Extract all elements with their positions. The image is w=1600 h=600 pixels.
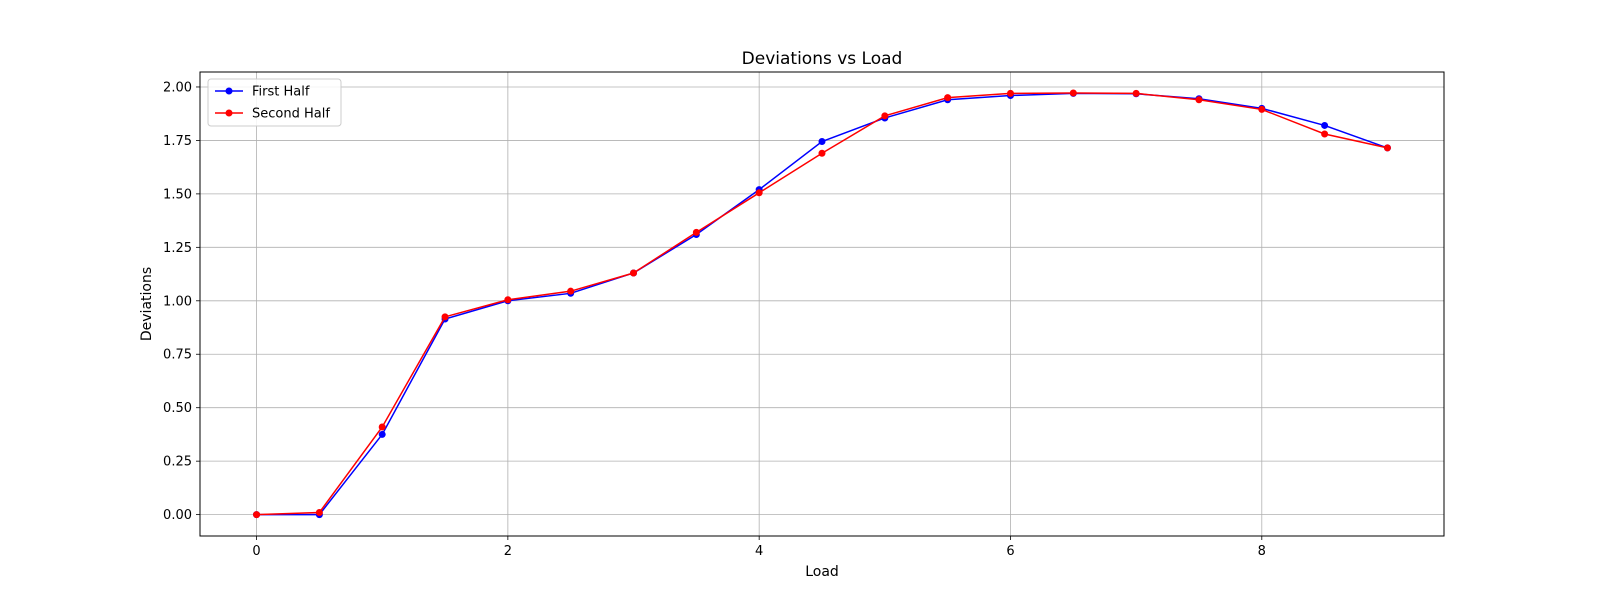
data-point-second-half: [1383, 144, 1391, 152]
y-tick-label: 2.00: [163, 80, 192, 95]
chart-title: Deviations vs Load: [742, 49, 903, 69]
x-tick-label: 6: [1006, 544, 1014, 559]
data-point-first-half: [1321, 121, 1329, 129]
legend-marker-first-half: [225, 87, 233, 95]
y-axis-label: Deviations: [139, 267, 155, 341]
data-point-second-half: [881, 112, 889, 120]
data-point-second-half: [315, 508, 323, 516]
data-point-second-half: [1195, 96, 1203, 104]
legend-marker-second-half: [225, 109, 233, 117]
legend-entry-first-half: First Half: [215, 85, 310, 100]
x-tick-label: 4: [755, 544, 763, 559]
x-axis-label: Load: [805, 564, 839, 580]
data-point-second-half: [1006, 89, 1014, 97]
data-point-second-half: [944, 94, 952, 102]
data-point-second-half: [1321, 130, 1329, 138]
y-tick-label: 0.75: [163, 348, 192, 363]
plot-frame: [199, 71, 1445, 537]
y-axis: 0.00 0.25 0.50 0.75 1.00 1.25 1.50 1.75 2.00: [163, 80, 200, 523]
y-tick-label: 0.50: [163, 401, 192, 416]
data-point-second-half: [630, 269, 638, 277]
data-point-first-half: [818, 137, 826, 145]
data-point-second-half: [1132, 89, 1140, 97]
legend-entry-second-half: Second Half: [215, 107, 330, 122]
data-point-second-half: [1069, 89, 1077, 97]
data-point-second-half: [692, 228, 700, 236]
y-tick-label: 0.25: [163, 455, 192, 470]
x-tick-label: 8: [1258, 544, 1266, 559]
x-tick-label: 2: [504, 544, 512, 559]
data-point-second-half: [818, 149, 826, 157]
legend-label-first-half: First Half: [252, 85, 310, 100]
y-tick-label: 1.25: [163, 241, 192, 256]
data-point-second-half: [504, 296, 512, 304]
data-point-second-half: [567, 287, 575, 295]
data-point-second-half: [441, 313, 449, 321]
legend: First Half Second Half: [207, 78, 342, 127]
x-axis: 0 2 4 6 8: [252, 536, 1266, 559]
series-layer: [253, 89, 1391, 519]
data-point-second-half: [1258, 105, 1266, 113]
y-tick-label: 1.00: [163, 294, 192, 309]
y-tick-label: 1.75: [163, 134, 192, 149]
data-point-first-half: [378, 430, 386, 438]
y-tick-label: 0.00: [163, 508, 192, 523]
legend-label-second-half: Second Half: [252, 107, 330, 122]
data-point-second-half: [755, 189, 763, 197]
data-point-second-half: [378, 423, 386, 431]
y-tick-label: 1.50: [163, 187, 192, 202]
x-tick-label: 0: [252, 544, 260, 559]
data-point-second-half: [253, 511, 261, 519]
